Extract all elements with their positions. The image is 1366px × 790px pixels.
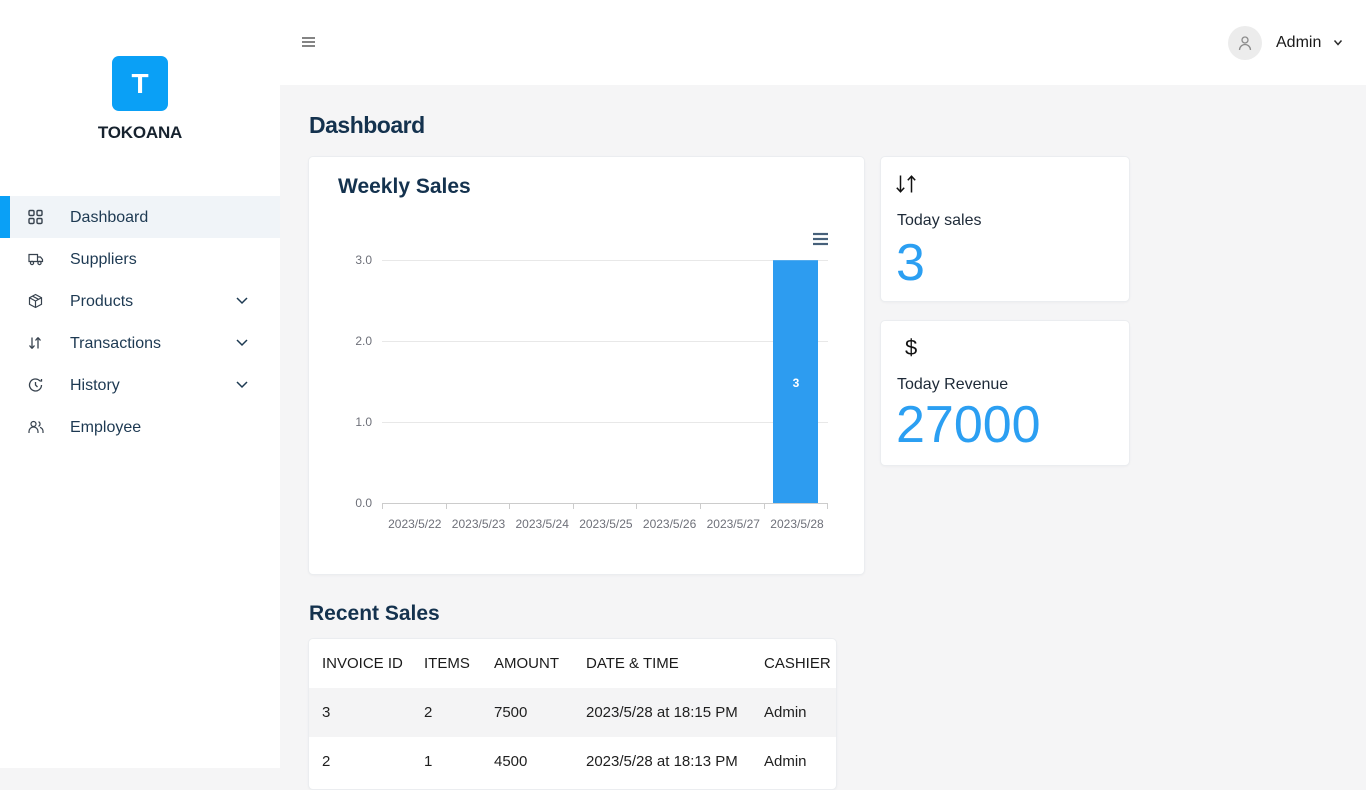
svg-text:0.0: 0.0 [355, 496, 372, 510]
svg-text:2023/5/23: 2023/5/23 [452, 517, 506, 531]
svg-text:2.0: 2.0 [355, 334, 372, 348]
svg-text:2023/5/27: 2023/5/27 [707, 517, 761, 531]
svg-text:3: 3 [793, 376, 800, 390]
svg-text:2023/5/25: 2023/5/25 [579, 517, 633, 531]
svg-text:3.0: 3.0 [355, 253, 372, 267]
svg-text:2023/5/26: 2023/5/26 [643, 517, 697, 531]
svg-text:1.0: 1.0 [355, 415, 372, 429]
svg-text:2023/5/22: 2023/5/22 [388, 517, 442, 531]
svg-text:2023/5/28: 2023/5/28 [770, 517, 824, 531]
svg-text:2023/5/24: 2023/5/24 [516, 517, 570, 531]
